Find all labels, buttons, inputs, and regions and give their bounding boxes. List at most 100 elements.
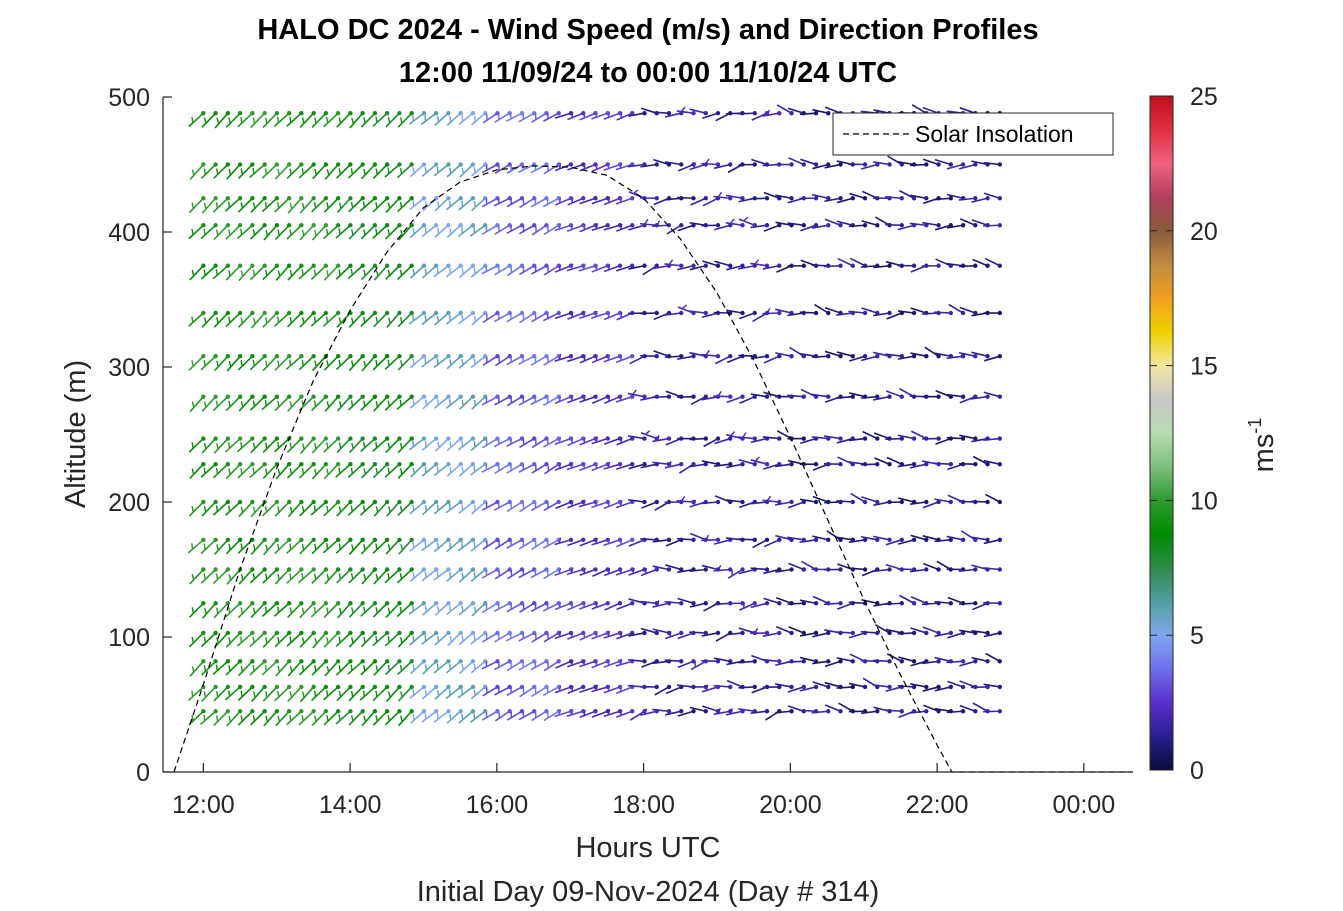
wind-barb-shaft bbox=[373, 501, 388, 517]
wind-barb-shaft bbox=[275, 710, 290, 727]
wind-barb bbox=[286, 111, 304, 127]
wind-barb-shaft bbox=[543, 437, 560, 448]
wind-barb-dot bbox=[654, 196, 659, 201]
wind-barb bbox=[666, 223, 684, 235]
wind-barb-dot bbox=[630, 394, 635, 399]
wind-barb-shaft bbox=[554, 112, 572, 119]
wind-barb-dot bbox=[679, 659, 684, 664]
wind-barb-dot bbox=[286, 684, 292, 690]
wind-barb-flag bbox=[473, 399, 477, 406]
wind-barb-shaft bbox=[236, 224, 253, 240]
wind-barb bbox=[385, 499, 402, 517]
wind-barb-shaft bbox=[188, 112, 204, 128]
wind-barb-dot bbox=[519, 499, 525, 505]
wind-barb-shaft bbox=[664, 659, 682, 663]
wind-barb-shaft bbox=[726, 463, 743, 469]
wind-barb bbox=[201, 111, 218, 128]
wind-barb-flag bbox=[436, 358, 439, 365]
wind-barb-shaft bbox=[299, 224, 315, 241]
wind-barb-shaft bbox=[299, 438, 315, 455]
wind-barb-flag bbox=[436, 116, 440, 123]
wind-barb-dot bbox=[250, 354, 255, 359]
wind-barb-dot bbox=[752, 601, 757, 606]
wind-barb-shaft bbox=[518, 265, 535, 276]
wind-barb-dot bbox=[262, 630, 267, 636]
wind-barb-dot bbox=[348, 394, 353, 399]
wind-barb-flag bbox=[215, 573, 219, 580]
wind-barb-shaft bbox=[959, 629, 976, 634]
wind-barb-flag bbox=[338, 359, 341, 366]
wind-barb-shaft bbox=[983, 355, 1001, 362]
wind-barb-flag bbox=[277, 270, 281, 277]
wind-barb bbox=[934, 310, 954, 316]
wind-barb-shaft bbox=[470, 463, 486, 476]
wind-barb-shaft bbox=[935, 437, 952, 445]
wind-barb-shaft bbox=[434, 197, 449, 212]
wind-barb-flag bbox=[264, 399, 267, 407]
wind-barb-dot bbox=[237, 537, 243, 542]
wind-barb-shaft bbox=[518, 710, 535, 721]
wind-barb bbox=[226, 354, 243, 372]
wind-barb-shaft bbox=[298, 265, 315, 280]
wind-barb bbox=[763, 191, 782, 201]
wind-barb-shaft bbox=[763, 191, 780, 199]
wind-barb-flag bbox=[338, 269, 341, 276]
wind-barb-shaft bbox=[494, 265, 511, 276]
wind-barb-dot bbox=[875, 436, 880, 441]
wind-barb-flag bbox=[314, 715, 317, 722]
wind-barb-shaft bbox=[591, 686, 608, 693]
wind-barb bbox=[652, 111, 672, 116]
wind-barb-shaft bbox=[323, 463, 339, 480]
wind-barb-shaft bbox=[347, 463, 364, 478]
wind-barb-shaft bbox=[348, 438, 364, 454]
wind-barb-dot bbox=[421, 684, 427, 690]
wind-barb bbox=[972, 258, 990, 268]
wind-barb-flag bbox=[314, 543, 317, 550]
wind-barb-shaft bbox=[836, 686, 853, 689]
wind-barb-shaft bbox=[237, 710, 253, 726]
wind-barb-dot bbox=[421, 659, 427, 664]
wind-barb-shaft bbox=[373, 265, 388, 281]
wind-barb-flag bbox=[326, 228, 329, 236]
wind-barb-shaft bbox=[421, 539, 437, 552]
wind-barb bbox=[373, 394, 390, 412]
wind-barb-shaft bbox=[873, 535, 890, 541]
wind-barb-dot bbox=[225, 567, 231, 572]
wind-barb-flag bbox=[742, 432, 747, 438]
wind-barb-shaft bbox=[812, 495, 829, 503]
wind-barb-shaft bbox=[554, 197, 572, 206]
wind-barb bbox=[762, 495, 782, 505]
wind-barb bbox=[299, 310, 316, 328]
wind-barb-shaft bbox=[971, 160, 988, 166]
wind-barb-shaft bbox=[653, 158, 670, 166]
wind-barb bbox=[225, 630, 243, 648]
wind-barb-shaft bbox=[591, 265, 609, 273]
wind-barb-flag bbox=[436, 166, 439, 173]
wind-barb-shaft bbox=[238, 396, 253, 412]
wind-barb-dot bbox=[348, 537, 353, 542]
wind-barb-flag bbox=[461, 167, 465, 174]
wind-barb-shaft bbox=[616, 602, 633, 611]
wind-barb-flag bbox=[473, 441, 476, 448]
wind-barb bbox=[273, 111, 292, 127]
wind-barb-shaft bbox=[750, 197, 768, 200]
wind-barb bbox=[909, 709, 929, 714]
wind-barb-dot bbox=[813, 601, 819, 606]
wind-barb-shaft bbox=[189, 163, 204, 181]
wind-barb-dot bbox=[924, 462, 929, 467]
wind-barb-shaft bbox=[713, 684, 731, 688]
wind-barb-flag bbox=[461, 572, 464, 579]
wind-barb-flag bbox=[412, 504, 415, 511]
wind-barb-dot bbox=[838, 162, 843, 167]
wind-barb-flag bbox=[338, 168, 342, 175]
wind-barb-dot bbox=[446, 659, 451, 664]
wind-barb-shaft bbox=[225, 660, 241, 676]
wind-barb-dot bbox=[409, 111, 414, 116]
wind-barb-shaft bbox=[738, 568, 755, 575]
wind-barb-dot bbox=[262, 310, 267, 316]
wind-barb bbox=[274, 537, 292, 555]
wind-barb-dot bbox=[348, 630, 353, 636]
wind-barb-shaft bbox=[898, 656, 915, 663]
wind-barb bbox=[763, 597, 782, 606]
wind-barb-dot bbox=[838, 196, 843, 201]
